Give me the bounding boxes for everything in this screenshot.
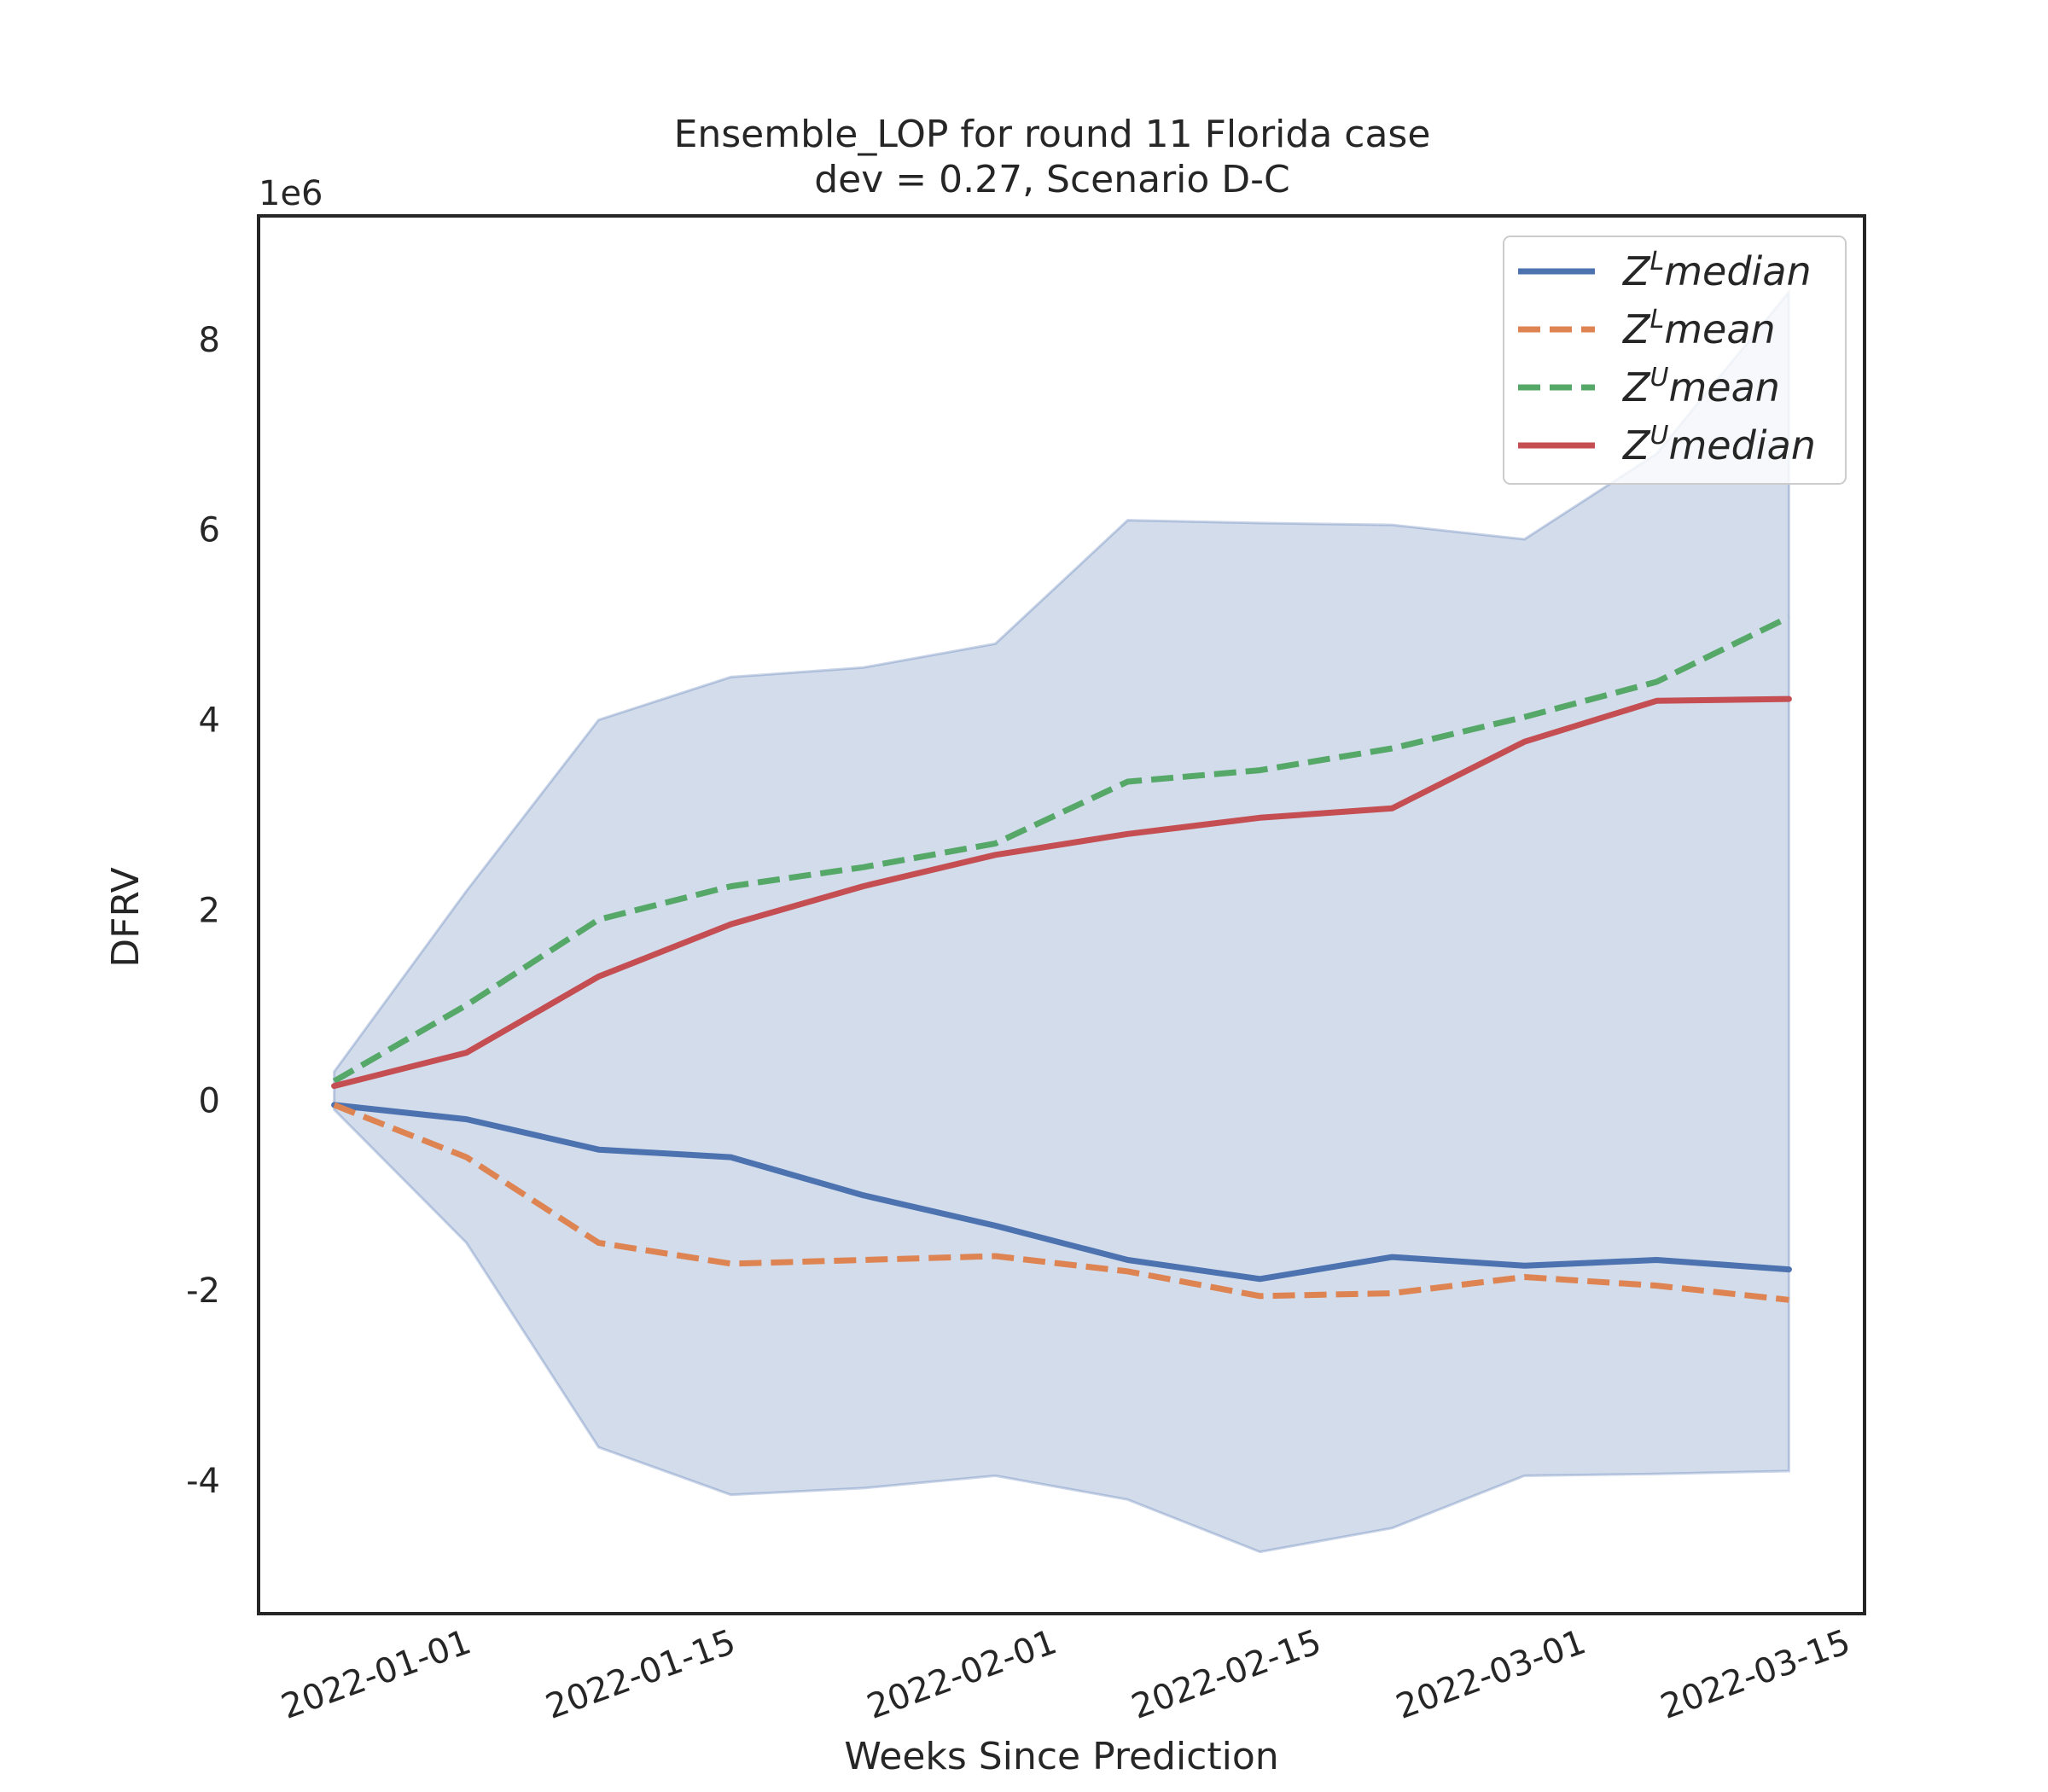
series-layer <box>331 614 1792 1303</box>
y-axis-ticks: -4 -2 0 2 4 6 8 <box>186 321 220 1501</box>
x-tick-label: 2022-01-01 <box>276 1622 476 1727</box>
legend-label: ZLmean <box>1621 305 1776 352</box>
y-tick-label: 2 <box>199 891 220 930</box>
uncertainty-band <box>333 288 1790 1554</box>
x-tick-label: 2022-02-15 <box>1126 1622 1326 1727</box>
series-line-zu-median <box>331 695 1792 1090</box>
y-tick-label: 6 <box>199 511 220 550</box>
legend-box <box>1503 236 1847 485</box>
y-tick-label: 4 <box>199 701 220 741</box>
legend-items: ZLmedian ZLmean ZUmean ZUmedian <box>1518 247 1816 468</box>
legend: ZLmedian ZLmean ZUmean ZUmedian <box>1503 236 1847 485</box>
chart-title-line1: Ensemble_LOP for round 11 Florida case <box>674 113 1431 156</box>
y-axis-label: DFRV <box>104 867 148 967</box>
chart-title-line2: dev = 0.27, Scenario D-C <box>814 158 1290 201</box>
legend-label: ZUmean <box>1621 363 1780 410</box>
y-multiplier-label: 1e6 <box>259 174 323 213</box>
x-tick-label: 2022-03-01 <box>1391 1622 1591 1727</box>
x-tick-label: 2022-02-01 <box>862 1622 1062 1727</box>
y-tick-label: 0 <box>199 1081 220 1120</box>
x-tick-label: 2022-01-15 <box>541 1622 741 1727</box>
series-line-zl-mean <box>333 1102 1789 1303</box>
x-axis-ticks: 2022-01-01 2022-01-15 2022-02-01 2022-02-15… <box>276 1622 1855 1727</box>
legend-label: ZLmedian <box>1621 247 1812 294</box>
series-line-zl-median <box>331 1102 1792 1283</box>
y-tick-label: 8 <box>199 321 220 360</box>
x-tick-label: 2022-03-15 <box>1655 1622 1855 1727</box>
y-tick-label: -2 <box>186 1271 220 1311</box>
x-axis-label: Weeks Since Prediction <box>844 1735 1278 1778</box>
plot-frame <box>257 214 1866 1615</box>
y-tick-label: -4 <box>186 1462 220 1501</box>
plot-area <box>257 214 1866 1615</box>
legend-label: ZUmedian <box>1621 421 1816 468</box>
